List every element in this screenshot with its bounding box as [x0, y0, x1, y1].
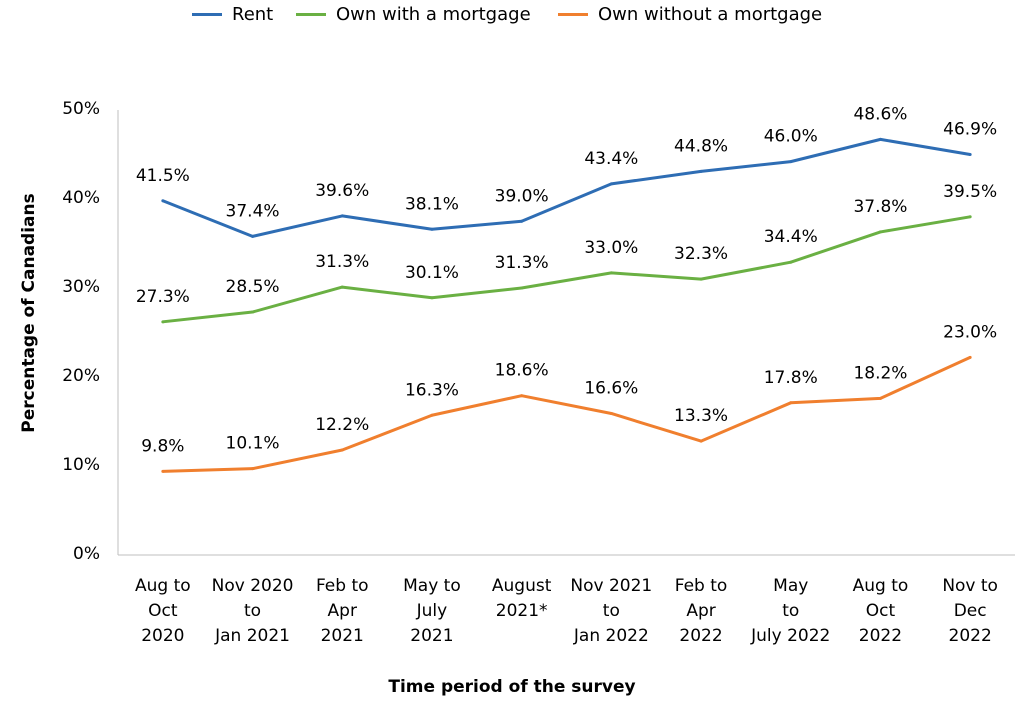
data-point [699, 277, 703, 281]
data-point [520, 286, 524, 290]
data-point [878, 230, 882, 234]
data-label: 44.8% [674, 136, 728, 156]
data-point [878, 137, 882, 141]
legend-item-own-without-mortgage: Own without a mortgage [558, 4, 822, 25]
data-point [520, 394, 524, 398]
x-tick-label: August 2021* [491, 576, 552, 621]
data-label: 46.0% [764, 127, 818, 147]
data-point [251, 467, 255, 471]
data-label: 23.0% [943, 322, 997, 342]
x-tick-label: Feb to Apr 2022 [674, 576, 728, 646]
data-point [430, 296, 434, 300]
y-tick-label: 40% [62, 188, 100, 208]
legend-swatch-own-without-mortgage [558, 13, 588, 16]
data-label: 17.8% [764, 368, 818, 388]
y-axis-title: Percentage of Canadians [19, 193, 39, 433]
x-tick-label: Nov to Dec 2022 [942, 576, 998, 646]
data-point [968, 153, 972, 156]
data-point [609, 271, 613, 275]
data-point [789, 401, 793, 405]
data-label: 37.8% [853, 197, 907, 217]
y-tick-label: 30% [62, 277, 100, 297]
series-line-2 [162, 356, 971, 473]
x-tick-label: Nov 2020 to Jan 2021 [211, 576, 294, 646]
x-tick-label: May to July 2021 [403, 576, 461, 646]
data-point [789, 260, 793, 264]
legend: Rent Own with a mortgage Own without a m… [0, 4, 1024, 28]
legend-item-own-with-mortgage: Own with a mortgage [296, 4, 531, 25]
legend-swatch-own-with-mortgage [296, 13, 326, 16]
data-label: 28.5% [226, 277, 280, 297]
y-tick-label: 50% [62, 99, 100, 119]
data-label: 27.3% [136, 287, 190, 307]
data-point [699, 169, 703, 173]
data-label: 18.6% [495, 361, 549, 381]
x-tick-label: May to July 2022 [751, 576, 831, 646]
y-tick-label: 0% [73, 544, 100, 564]
y-tick-label: 20% [62, 366, 100, 386]
data-label: 13.3% [674, 406, 728, 426]
data-point [340, 214, 344, 218]
data-label: 46.9% [943, 120, 997, 140]
x-tick-label: Nov 2021 to Jan 2022 [570, 576, 653, 646]
x-axis-title: Time period of the survey [388, 677, 636, 697]
data-label: 9.8% [141, 436, 184, 456]
x-tick-label: Aug to Oct 2020 [135, 576, 191, 646]
x-tick-label: Aug to Oct 2022 [852, 576, 909, 646]
data-label: 16.6% [584, 378, 638, 398]
data-point [340, 285, 344, 289]
data-point [430, 227, 434, 231]
data-point [699, 439, 703, 443]
data-label: 48.6% [853, 104, 907, 124]
data-label: 31.3% [315, 252, 369, 272]
legend-label-rent: Rent [232, 4, 274, 25]
data-label: 16.3% [405, 380, 459, 400]
data-point [251, 234, 255, 238]
series-line-0 [162, 137, 971, 238]
data-label: 38.1% [405, 194, 459, 214]
data-label: 43.4% [584, 149, 638, 169]
y-tick-label: 10% [62, 455, 100, 475]
data-point [609, 411, 613, 415]
legend-label-own-without-mortgage: Own without a mortgage [598, 4, 823, 25]
data-label: 34.4% [764, 227, 818, 247]
data-label: 39.6% [315, 181, 369, 201]
data-point [520, 219, 524, 223]
data-label: 32.3% [674, 244, 728, 264]
data-point [161, 469, 165, 473]
data-label: 39.5% [943, 182, 997, 202]
data-label: 12.2% [315, 415, 369, 435]
data-point [968, 215, 972, 219]
data-label: 18.2% [853, 363, 907, 383]
legend-label-own-with-mortgage: Own with a mortgage [336, 4, 531, 25]
data-label: 41.5% [136, 166, 190, 186]
data-point [161, 320, 165, 324]
series-line-1 [162, 215, 971, 324]
data-label: 30.1% [405, 263, 459, 283]
data-label: 10.1% [226, 434, 280, 454]
data-label: 33.0% [584, 238, 638, 258]
data-label: 37.4% [226, 201, 280, 221]
data-point [161, 199, 165, 203]
data-point [340, 448, 344, 452]
data-point [968, 355, 972, 359]
data-label: 31.3% [495, 253, 549, 273]
data-label: 39.0% [495, 186, 549, 206]
data-point [878, 396, 882, 400]
data-point [789, 160, 793, 164]
legend-swatch-rent [192, 13, 222, 16]
data-point [251, 310, 255, 314]
data-point [609, 182, 613, 186]
x-tick-label: Feb to Apr 2021 [315, 576, 369, 646]
legend-item-rent: Rent [192, 4, 273, 25]
data-point [430, 413, 434, 417]
